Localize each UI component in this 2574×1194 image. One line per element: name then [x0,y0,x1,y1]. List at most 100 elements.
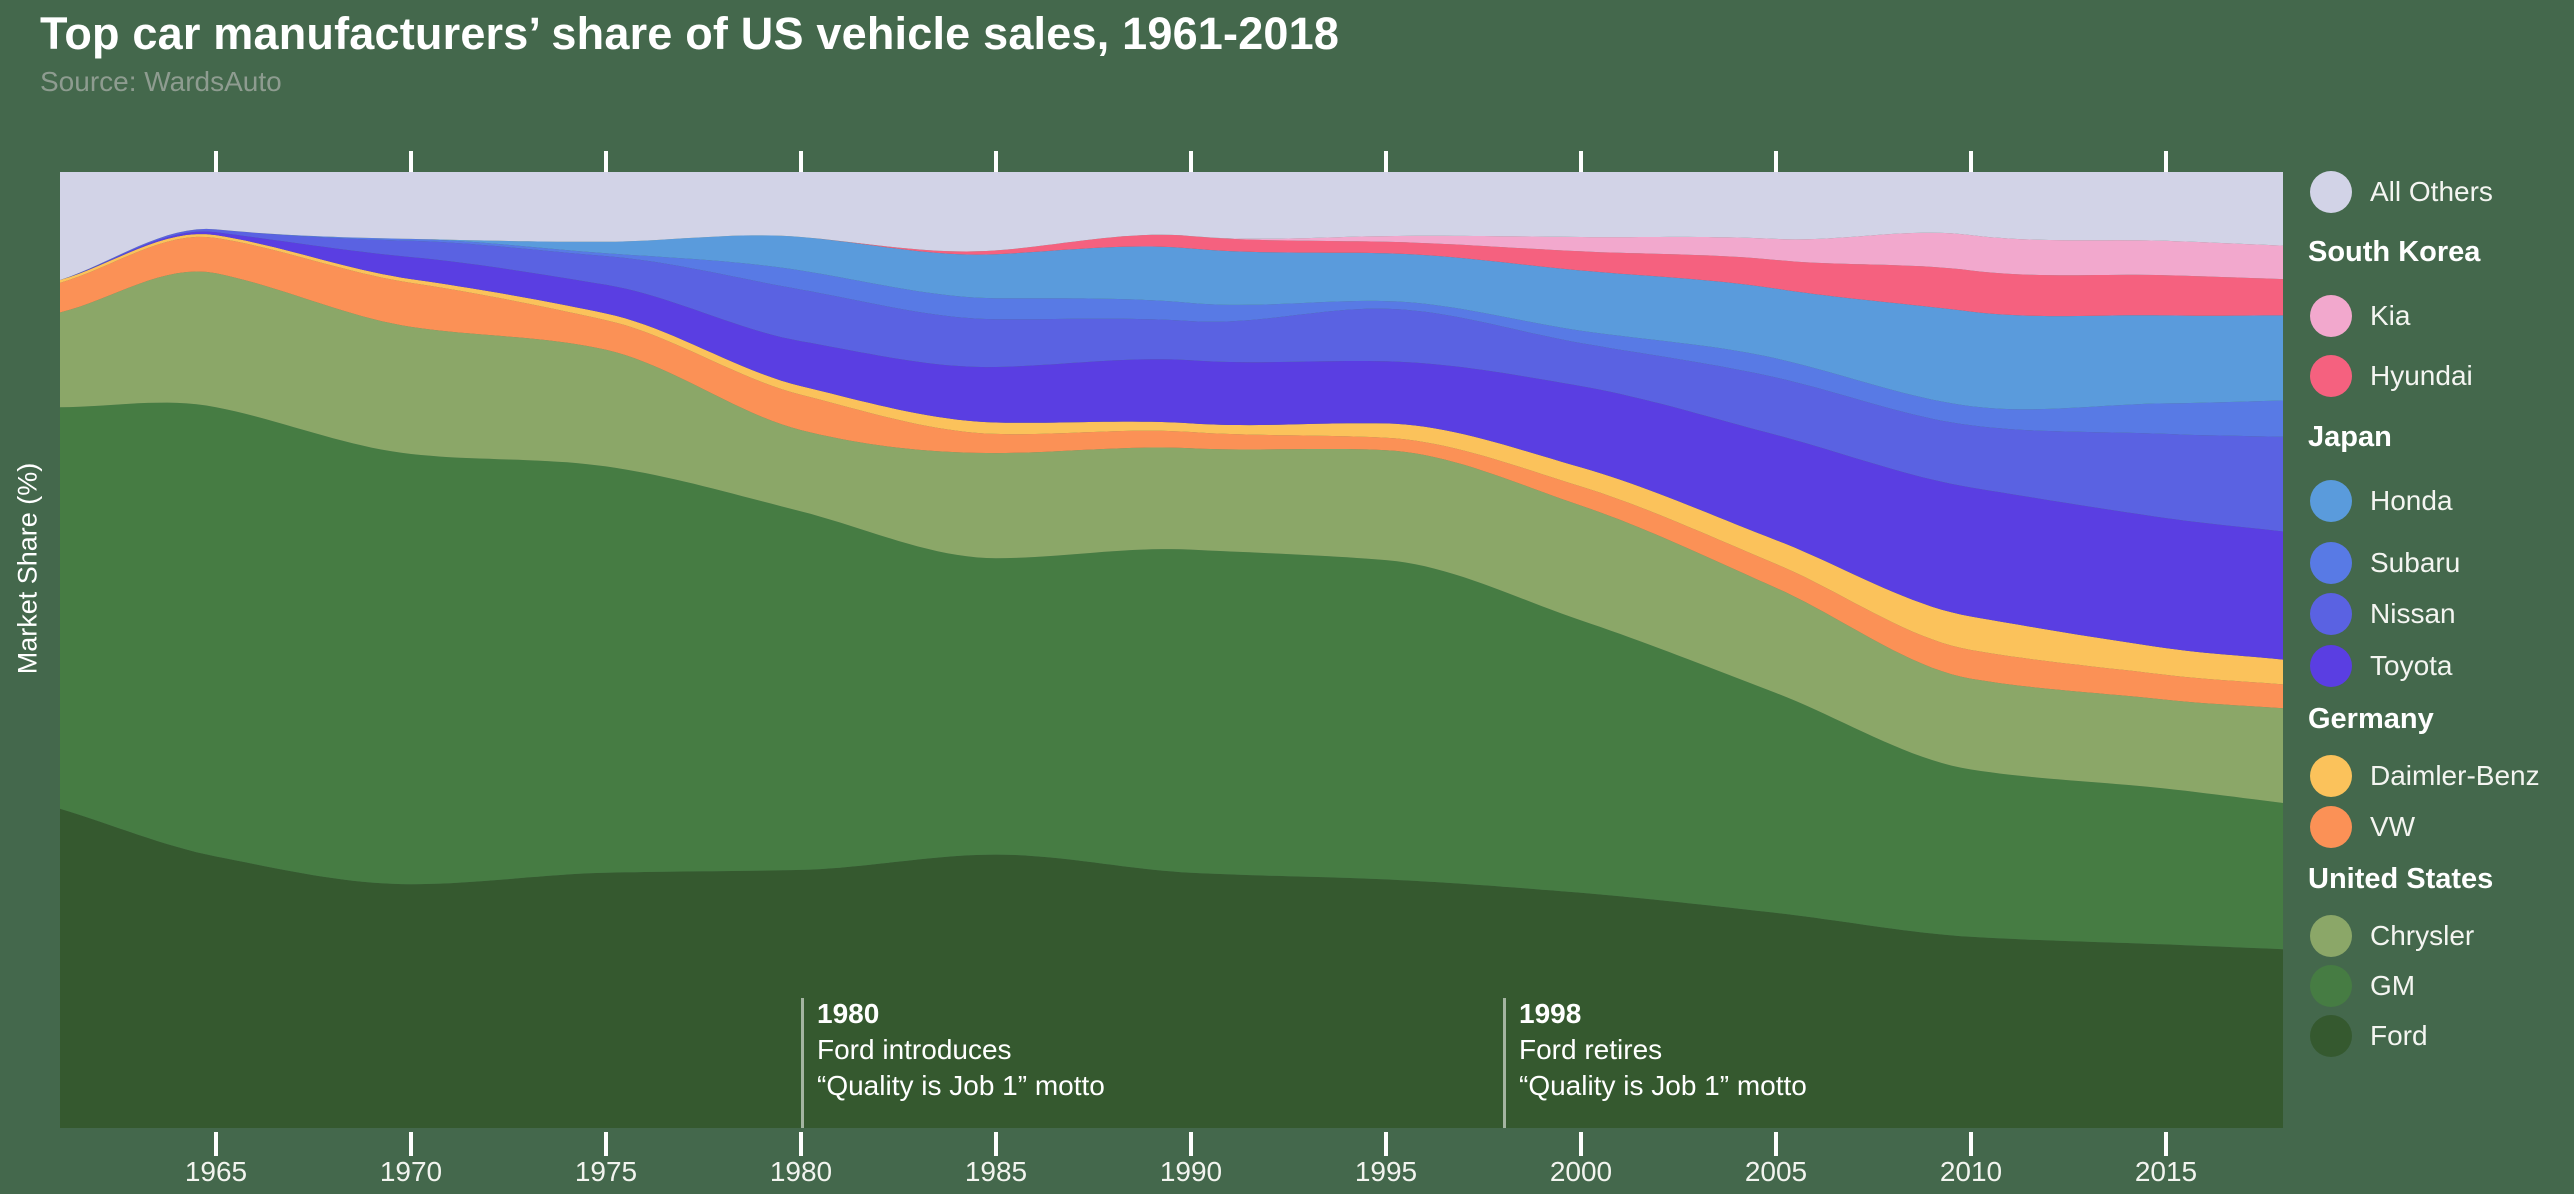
x-tick-top [604,151,608,172]
legend-swatch-kia-icon [2310,295,2352,337]
annotation-text: 1980 Ford introduces “Quality is Job 1” mo… [817,996,1105,1104]
legend-header-south-korea: South Korea [2308,236,2481,268]
area-series-toyota [60,231,2283,660]
x-tick [1384,1132,1388,1156]
x-tick-label: 1975 [574,1156,638,1187]
x-tick-top [1189,151,1193,172]
legend-label: Daimler-Benz [2370,760,2540,791]
x-tick-label: 2005 [1744,1156,1808,1187]
legend-item-hyundai: Hyundai [2310,350,2473,402]
legend-swatch-all-others-icon [2310,171,2352,213]
legend-header-japan: Japan [2308,421,2392,453]
x-tick-top [2164,151,2168,172]
x-tick-top [409,151,413,172]
x-tick-label: 1985 [964,1156,1028,1187]
x-tick-top [214,151,218,172]
area-series-gm [60,402,2283,950]
legend-item-vw: VW [2310,801,2415,853]
x-tick-label: 1995 [1354,1156,1418,1187]
x-tick-label: 1980 [769,1156,833,1187]
x-tick-label: 1970 [379,1156,443,1187]
legend-label: Chrysler [2370,920,2475,951]
legend-label: Nissan [2370,598,2456,629]
legend-label: Kia [2370,300,2411,331]
annotation-line1: Ford retires [1519,1034,1663,1065]
x-tick [214,1132,218,1156]
legend-item-chrysler: Chrysler [2310,910,2474,962]
legend-swatch-daimler-benz-icon [2310,755,2352,797]
x-tick [1774,1132,1778,1156]
legend-item-kia: Kia [2310,290,2410,342]
legend-label: VW [2370,811,2416,842]
legend-swatch-subaru-icon [2310,542,2352,584]
legend-item-daimler-benz: Daimler-Benz [2310,750,2540,802]
legend-item-honda: Honda [2310,475,2453,527]
source-credit: Source: WardsAuto [40,66,282,97]
area-series-ford [60,808,2283,1128]
x-tick-top [799,151,803,172]
stacked-area-chart [60,172,2283,1128]
legend-label: Subaru [2370,547,2461,578]
annotation-line2: “Quality is Job 1” motto [817,1070,1105,1101]
x-tick [1189,1132,1193,1156]
legend-swatch-gm-icon [2310,965,2352,1007]
annotation-line [801,998,804,1128]
legend-item-nissan: Nissan [2310,588,2456,640]
legend-label: All Others [2370,176,2493,207]
x-tick-label: 1965 [184,1156,248,1187]
x-tick-label: 2010 [1939,1156,2003,1187]
annotation-year: 1998 [1519,998,1582,1029]
legend-swatch-honda-icon [2310,480,2352,522]
x-tick-label: 1990 [1159,1156,1223,1187]
x-tick-top [1969,151,1973,172]
x-tick-label: 2015 [2134,1156,2198,1187]
area-series-vw [60,236,2283,709]
legend-label: Ford [2370,1020,2428,1051]
legend-header-germany: Germany [2308,703,2434,735]
legend-item-toyota: Toyota [2310,640,2453,692]
area-series-all-others [60,172,2283,280]
area-series-kia [60,228,2283,280]
x-tick [604,1132,608,1156]
legend-swatch-chrysler-icon [2310,915,2352,957]
annotation-line2: “Quality is Job 1” motto [1519,1070,1807,1101]
x-tick-label: 2000 [1549,1156,1613,1187]
annotation-year: 1980 [817,998,880,1029]
x-tick-top [1774,151,1778,172]
area-series-chrysler [60,271,2283,803]
x-tick [799,1132,803,1156]
area-series-nissan [60,228,2283,532]
x-tick [1969,1132,1973,1156]
x-tick [1579,1132,1583,1156]
area-series-daimler-benz [60,234,2283,685]
x-tick [2164,1132,2168,1156]
y-axis-label: Market Share (%) [12,462,43,675]
area-series-hyundai [60,228,2283,317]
legend-label: Hyundai [2370,360,2473,391]
legend-swatch-hyundai-icon [2310,355,2352,397]
legend-item-gm: GM [2310,960,2415,1012]
legend-item-ford: Ford [2310,1010,2428,1062]
legend-label: Honda [2370,485,2453,516]
x-tick [994,1132,998,1156]
legend-swatch-nissan-icon [2310,593,2352,635]
area-series-honda [60,228,2283,410]
legend-swatch-vw-icon [2310,806,2352,848]
x-tick-top [994,151,998,172]
x-tick [409,1132,413,1156]
annotation-line1: Ford introduces [817,1034,1012,1065]
page-title: Top car manufacturers’ share of US vehic… [40,8,1340,59]
area-series-subaru [60,228,2283,437]
legend-item-subaru: Subaru [2310,537,2460,589]
annotation-text: 1998 Ford retires “Quality is Job 1” motto [1519,996,1807,1104]
legend-swatch-ford-icon [2310,1015,2352,1057]
legend-item-all-others: All Others [2310,166,2493,218]
annotation-line [1503,998,1506,1128]
legend-header-united-states: United States [2308,863,2494,895]
legend-label: GM [2370,970,2416,1001]
legend-label: Toyota [2370,650,2453,681]
x-tick-top [1384,151,1388,172]
x-tick-top [1579,151,1583,172]
chart-canvas [60,172,2283,1128]
